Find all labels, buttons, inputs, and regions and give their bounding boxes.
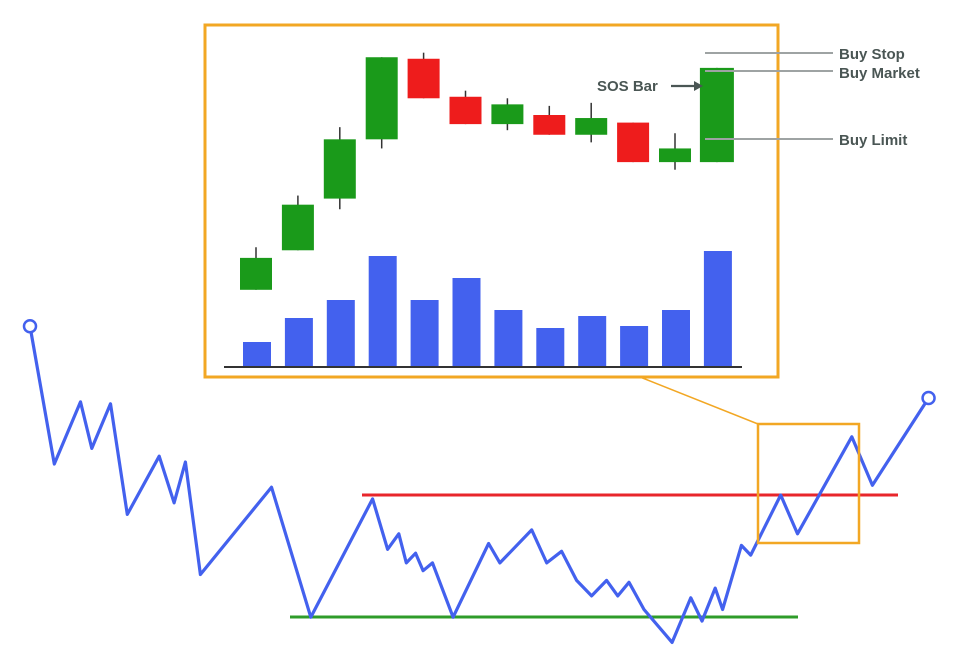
volume-bar xyxy=(243,342,271,366)
bullish-candle xyxy=(659,148,691,163)
highlight-box xyxy=(756,422,861,545)
volume-bar xyxy=(578,316,607,366)
volume-bar xyxy=(494,310,523,366)
bearish-candle xyxy=(533,115,566,135)
bearish-candle xyxy=(617,122,650,163)
bullish-candle xyxy=(281,204,314,251)
bearish-candle xyxy=(407,58,440,99)
buy-market-label: Buy Market xyxy=(839,65,920,82)
volume-bar xyxy=(452,278,481,366)
volume-bar xyxy=(368,256,397,366)
bullish-candle xyxy=(365,57,398,140)
buy-limit-label: Buy Limit xyxy=(839,132,907,149)
buy-stop-label: Buy Stop xyxy=(839,46,905,63)
volume-bar xyxy=(284,318,313,366)
candlesticks xyxy=(240,52,734,290)
hollow-circle-icon xyxy=(22,318,38,334)
volume-bars xyxy=(243,251,732,366)
bullish-candle xyxy=(240,257,272,290)
volume-bar xyxy=(536,328,565,366)
sos-bar-label: SOS Bar xyxy=(597,78,658,95)
arrow-right-icon xyxy=(671,81,703,91)
hollow-circle-icon xyxy=(921,390,936,406)
bullish-candle xyxy=(699,67,734,163)
price-structure-chart xyxy=(22,318,936,645)
volume-bar xyxy=(326,300,355,366)
zoom-connector-line xyxy=(639,376,759,425)
bullish-candle xyxy=(575,118,608,135)
bullish-candle xyxy=(323,139,356,199)
volume-bar xyxy=(620,326,649,366)
bearish-candle xyxy=(449,96,482,125)
price-path-line xyxy=(28,324,931,645)
volume-bar xyxy=(703,251,732,366)
volume-bar xyxy=(662,310,690,366)
zoom-panel xyxy=(203,23,780,379)
order-guides xyxy=(671,52,833,140)
bullish-candle xyxy=(491,104,524,125)
volume-bar xyxy=(410,300,439,366)
